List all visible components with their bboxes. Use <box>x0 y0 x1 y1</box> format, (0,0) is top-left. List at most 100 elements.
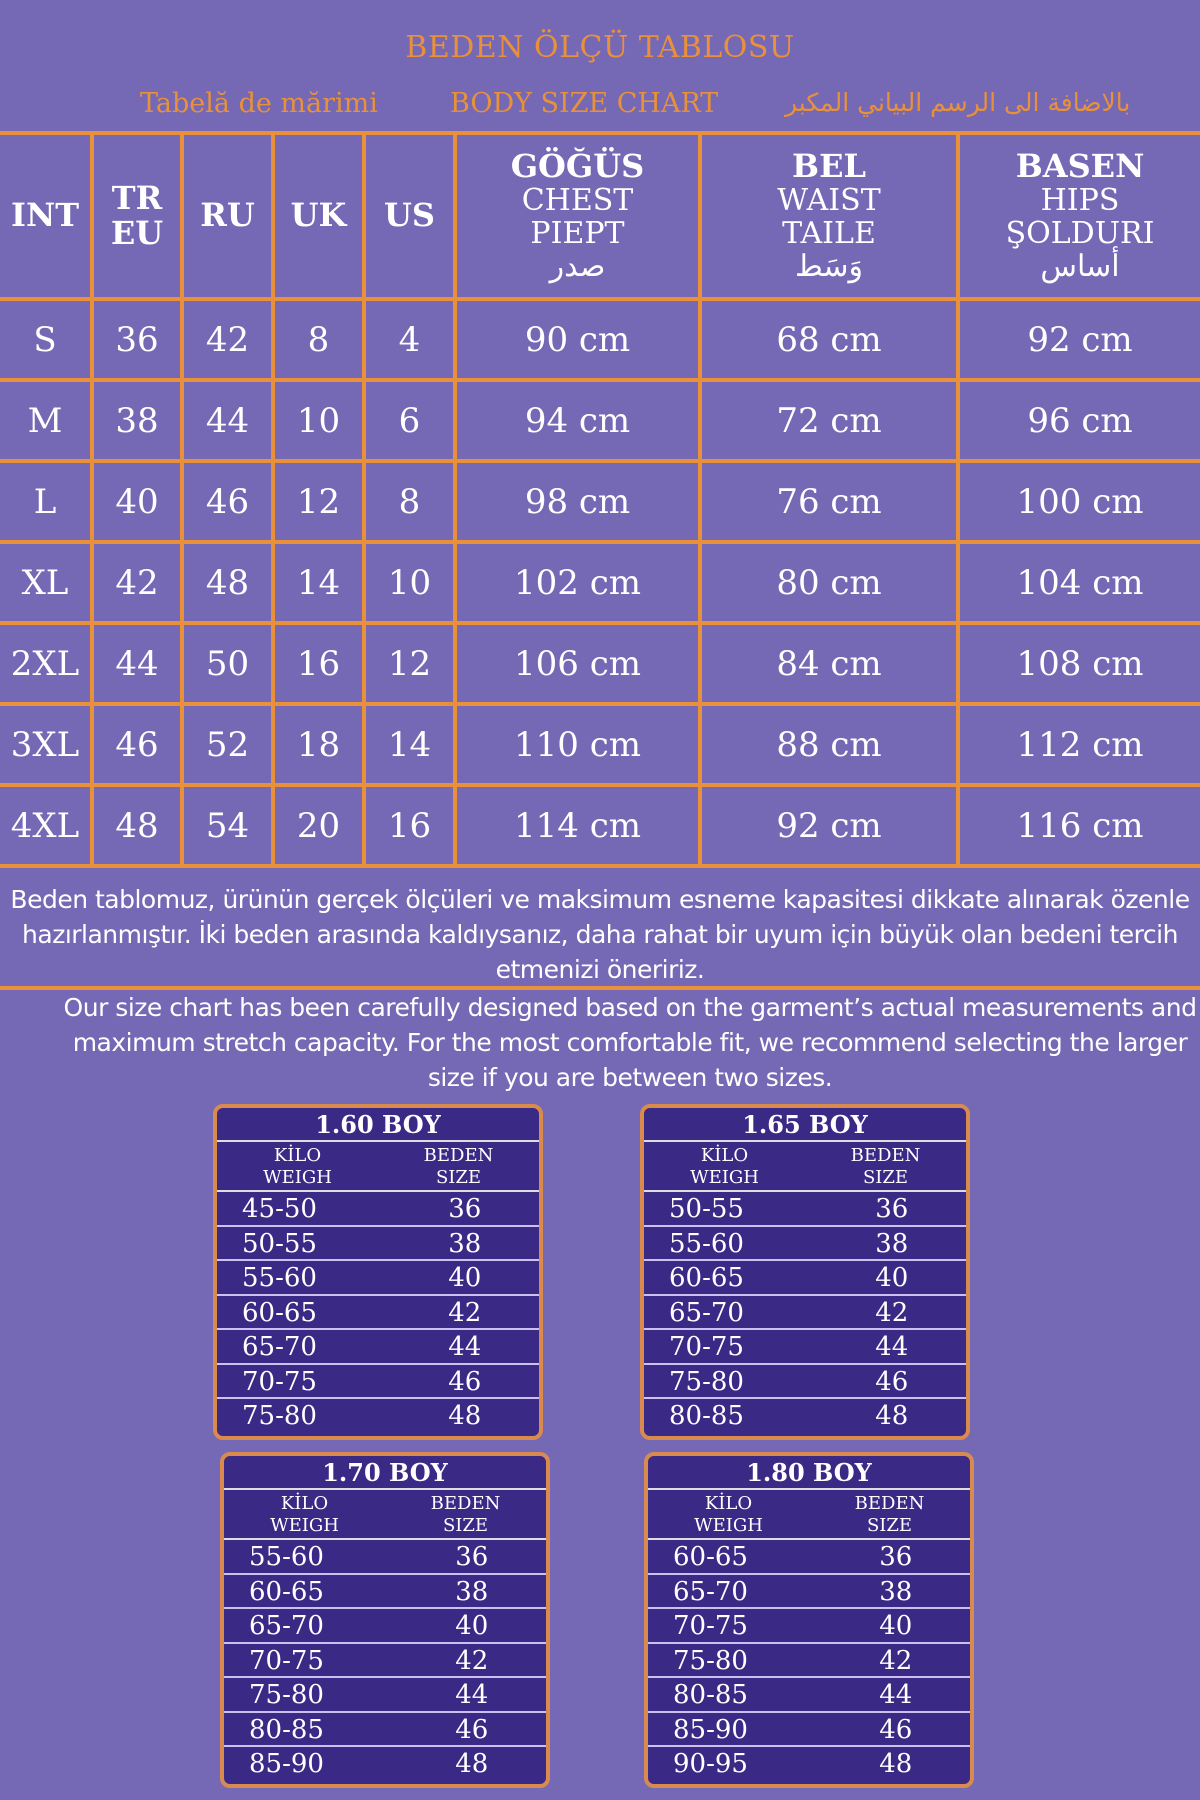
weight-range: 90-95 <box>673 1749 748 1779</box>
size-value: 36 <box>455 1542 489 1572</box>
weigh-label: WEIGH <box>270 1515 339 1536</box>
table-row: XL 42 48 14 10 102 cm 80 cm 104 cm <box>0 540 1200 625</box>
size-value: 40 <box>455 1611 489 1641</box>
box-row: 55-60 36 <box>224 1540 546 1575</box>
size-value: 36 <box>875 1194 909 1224</box>
table-cell: 14 <box>362 702 457 787</box>
header-label: صدر <box>549 249 606 285</box>
beden-label: BEDEN <box>423 1145 494 1166</box>
table-cell: 68 cm <box>698 297 960 382</box>
table-row: 3XL 46 52 18 14 110 cm 88 cm 112 cm <box>0 702 1200 787</box>
table-row: M 38 44 10 6 94 cm 72 cm 96 cm <box>0 378 1200 463</box>
size-value: 40 <box>448 1263 482 1293</box>
table-cell: 4XL <box>0 783 94 868</box>
weigh-label: WEIGH <box>694 1515 763 1536</box>
table-cell: 110 cm <box>453 702 702 787</box>
weight-range: 85-90 <box>673 1714 748 1745</box>
weight-range: 55-60 <box>249 1542 324 1572</box>
weight-range: 60-65 <box>669 1263 744 1293</box>
weight-range: 75-80 <box>673 1645 748 1676</box>
column-header: UK <box>271 131 366 301</box>
table-cell: L <box>0 459 94 544</box>
weight-range: 75-80 <box>242 1401 317 1431</box>
box-title: 1.65 BOY <box>644 1108 966 1142</box>
table-cell: 108 cm <box>956 621 1200 706</box>
weigh-label: WEIGH <box>263 1167 332 1188</box>
box-row: 80-85 48 <box>644 1399 966 1434</box>
beden-label: BEDEN <box>850 1145 921 1166</box>
size-value: 48 <box>879 1749 913 1779</box>
weight-range: 80-85 <box>673 1680 748 1710</box>
table-cell: 6 <box>362 378 457 463</box>
weight-range: 60-65 <box>673 1542 748 1572</box>
weight-range: 65-70 <box>249 1611 324 1641</box>
box-row: 55-60 38 <box>644 1227 966 1261</box>
size-value: 42 <box>875 1297 909 1328</box>
beden-label: BEDEN <box>430 1493 501 1514</box>
box-row: 65-70 42 <box>644 1296 966 1330</box>
kilo-label: KİLO <box>700 1145 749 1166</box>
column-header: TR EU <box>90 131 184 301</box>
box-row: 60-65 38 <box>224 1575 546 1609</box>
size-value: 46 <box>875 1366 909 1397</box>
header-label: BASEN <box>1015 146 1145 185</box>
header-label: HIPS <box>1040 183 1120 219</box>
size-value: 44 <box>879 1680 913 1710</box>
header-label: EU <box>110 214 164 252</box>
weight-range: 60-65 <box>242 1297 317 1328</box>
weight-range: 65-70 <box>669 1297 744 1328</box>
weight-range: 70-75 <box>242 1366 317 1397</box>
weight-range: 55-60 <box>669 1228 744 1259</box>
table-cell: 10 <box>271 378 366 463</box>
box-row: 60-65 36 <box>648 1540 970 1575</box>
table-cell: 90 cm <box>453 297 702 382</box>
header-label: ŞOLDURI <box>1005 216 1155 252</box>
box-row: 70-75 46 <box>217 1365 539 1399</box>
table-cell: 50 <box>180 621 275 706</box>
table-row: L 40 46 12 8 98 cm 76 cm 100 cm <box>0 459 1200 544</box>
weight-range: 65-70 <box>673 1576 748 1607</box>
header-label: GÖĞÜS <box>510 146 645 185</box>
table-cell: M <box>0 378 94 463</box>
kilo-label: KİLO <box>280 1493 329 1514</box>
weight-range: 60-65 <box>249 1576 324 1607</box>
box-row: 45-50 36 <box>217 1192 539 1227</box>
size-value: 46 <box>455 1714 489 1745</box>
box-row: 75-80 48 <box>217 1399 539 1434</box>
table-cell: 114 cm <box>453 783 702 868</box>
divider <box>0 986 1200 990</box>
box-row: 65-70 38 <box>648 1575 970 1609</box>
table-cell: 8 <box>362 459 457 544</box>
size-table: INT TR EU RU UK US GÖĞÜS CHEST PIEPT صدر BEL WAIST T… <box>0 131 1200 868</box>
header-label: TAILE <box>782 216 876 252</box>
table-cell: 52 <box>180 702 275 787</box>
table-row: S 36 42 8 4 90 cm 68 cm 92 cm <box>0 297 1200 382</box>
column-header: RU <box>180 131 275 301</box>
table-cell: 94 cm <box>453 378 702 463</box>
box-row: 85-90 46 <box>648 1713 970 1747</box>
header-label: CHEST <box>521 183 634 219</box>
size-value: 44 <box>875 1332 909 1362</box>
header-label: BEL <box>792 146 866 185</box>
table-cell: 10 <box>362 540 457 625</box>
header-label: TR <box>111 178 163 217</box>
size-value: 42 <box>455 1645 489 1676</box>
weight-range: 70-75 <box>673 1611 748 1641</box>
size-value: 38 <box>879 1576 913 1607</box>
weight-range: 75-80 <box>669 1366 744 1397</box>
weight-range: 65-70 <box>242 1332 317 1362</box>
table-cell: 14 <box>271 540 366 625</box>
header-label: أساس <box>1040 249 1120 285</box>
table-cell: 92 cm <box>698 783 960 868</box>
size-label: SIZE <box>862 1167 909 1188</box>
box-row: 70-75 40 <box>648 1609 970 1644</box>
size-value: 48 <box>455 1749 489 1779</box>
table-cell: 92 cm <box>956 297 1200 382</box>
box-row: 65-70 44 <box>217 1330 539 1365</box>
box-row: 75-80 44 <box>224 1678 546 1713</box>
box-title: 1.60 BOY <box>217 1108 539 1142</box>
page-title: BEDEN ÖLÇÜ TABLOSU <box>405 30 795 65</box>
table-cell: 96 cm <box>956 378 1200 463</box>
table-cell: 48 <box>180 540 275 625</box>
column-header: GÖĞÜS CHEST PIEPT صدر <box>453 131 702 301</box>
